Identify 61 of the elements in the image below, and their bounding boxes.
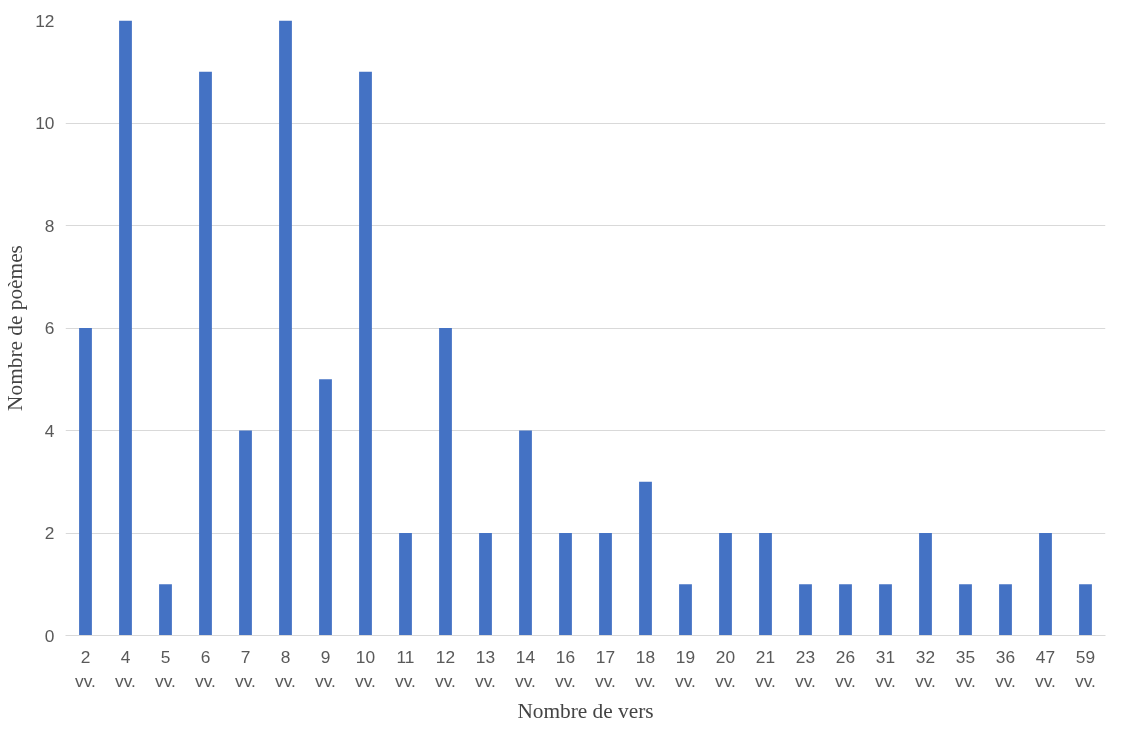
bar xyxy=(119,20,132,636)
x-tick-label: 32 vv. xyxy=(915,646,936,691)
bar xyxy=(79,328,92,636)
x-tick-label: 7 vv. xyxy=(235,646,256,691)
x-tick-label: 14 vv. xyxy=(515,646,536,691)
x-tick-label: 31 vv. xyxy=(875,646,896,691)
x-tick-label: 19 vv. xyxy=(675,646,696,691)
y-tick-label: 0 xyxy=(44,625,55,646)
y-tick-label: 4 xyxy=(44,420,55,441)
y-tick-label: 10 xyxy=(35,113,55,133)
bar xyxy=(719,533,732,636)
bar xyxy=(879,584,892,636)
x-tick-label: 10 vv. xyxy=(355,646,376,691)
x-axis-title: Nombre de vers xyxy=(517,698,654,723)
x-tick-label: 16 vv. xyxy=(555,646,576,691)
x-tick-label: 36 vv. xyxy=(995,646,1016,691)
bar xyxy=(359,71,372,636)
x-tick-label: 26 vv. xyxy=(835,646,856,691)
x-tick-label: 5 vv. xyxy=(155,646,176,691)
bar xyxy=(839,584,852,636)
x-tick-label: 23 vv. xyxy=(795,646,816,691)
x-tick-label: 47 vv. xyxy=(1035,646,1056,691)
bar xyxy=(1039,533,1052,636)
bar xyxy=(439,328,452,636)
x-tick-label: 8 vv. xyxy=(275,646,296,691)
y-axis-title: Nombre de poèmes xyxy=(3,245,28,411)
bar xyxy=(639,481,652,636)
x-tick-label: 12 vv. xyxy=(435,646,456,691)
x-tick-label: 18 vv. xyxy=(635,646,656,691)
bar xyxy=(679,584,692,636)
y-tick-label: 6 xyxy=(44,318,55,338)
bar xyxy=(239,430,252,636)
bar xyxy=(319,379,332,636)
bar xyxy=(559,533,572,636)
y-tick-label: 12 xyxy=(35,10,55,31)
x-tick-label: 9 vv. xyxy=(315,646,336,691)
x-tick-label: 20 vv. xyxy=(715,646,736,691)
x-tick-label: 13 vv. xyxy=(475,646,496,691)
x-tick-label: 2 vv. xyxy=(75,646,96,691)
bar xyxy=(279,20,292,636)
bar xyxy=(519,430,532,636)
x-tick-label: 17 vv. xyxy=(595,646,616,691)
y-tick-label: 8 xyxy=(44,215,55,236)
bar xyxy=(799,584,812,636)
x-tick-label: 35 vv. xyxy=(955,646,976,691)
x-tick-label: 6 vv. xyxy=(195,646,216,691)
bar xyxy=(479,533,492,636)
bar xyxy=(159,584,172,636)
bar xyxy=(919,533,932,636)
bar xyxy=(759,533,772,636)
y-tick-label: 2 xyxy=(44,523,55,543)
x-tick-label: 11 vv. xyxy=(395,646,416,691)
x-tick-label: 4 vv. xyxy=(115,646,136,691)
x-tick-label: 21 vv. xyxy=(755,646,776,691)
bar xyxy=(1079,584,1092,636)
bar xyxy=(399,533,412,636)
bar xyxy=(959,584,972,636)
x-tick-label: 59 vv. xyxy=(1075,646,1096,691)
bar xyxy=(199,71,212,636)
bar xyxy=(599,533,612,636)
bar xyxy=(999,584,1012,636)
